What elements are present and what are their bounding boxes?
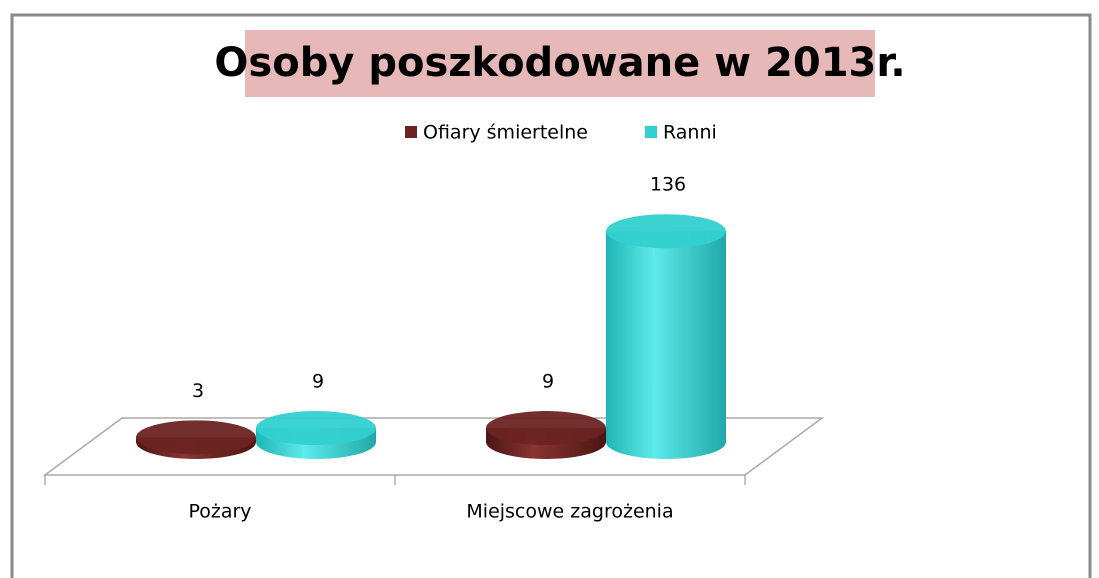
bar-top: [486, 411, 606, 446]
x-tick-label: Miejscowe zagrożenia: [466, 501, 673, 523]
data-label: 136: [650, 174, 686, 196]
bar-top: [256, 411, 376, 446]
data-label: 9: [542, 371, 554, 393]
data-label: 3: [192, 380, 204, 402]
bar: [606, 231, 726, 459]
legend-swatch: [645, 126, 657, 138]
title-box: [245, 30, 875, 97]
frame: [10, 13, 1092, 578]
legend-label: Ofiary śmiertelne: [423, 122, 588, 144]
x-tick-label: Pożary: [188, 501, 251, 523]
bar-top: [606, 214, 726, 249]
legend-label: Ranni: [663, 122, 717, 144]
chart-title: Osoby poszkodowane w 2013r.: [214, 40, 905, 86]
data-label: 9: [312, 371, 324, 393]
bar-top: [136, 420, 256, 455]
legend-swatch: [405, 126, 417, 138]
